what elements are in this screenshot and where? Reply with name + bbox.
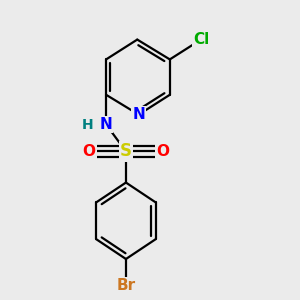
Text: N: N — [132, 107, 145, 122]
Text: S: S — [120, 142, 132, 160]
Text: H: H — [82, 118, 94, 131]
Text: Cl: Cl — [193, 32, 209, 47]
Text: O: O — [156, 144, 169, 159]
Text: N: N — [100, 117, 112, 132]
Text: Br: Br — [116, 278, 136, 293]
Text: O: O — [82, 144, 96, 159]
